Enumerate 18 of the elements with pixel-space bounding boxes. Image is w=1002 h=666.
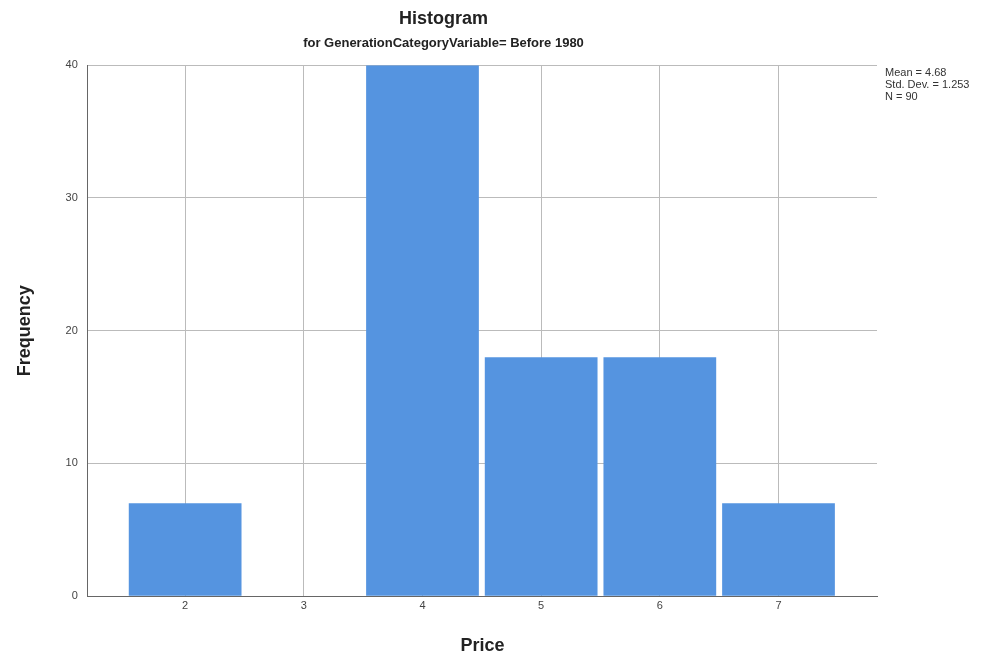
text: N = 90 <box>885 89 918 102</box>
x-axis-title: Price <box>460 635 505 656</box>
y-tick-label: 30 <box>65 190 78 203</box>
x-tick-label: 7 <box>775 598 782 611</box>
y-tick-label: 20 <box>65 323 78 336</box>
chart-subtitle: for GenerationCategoryVariable= Before 1980 <box>303 34 584 50</box>
y-tick-label: 40 <box>65 58 78 71</box>
y-axis-title: Frequency <box>13 285 34 377</box>
x-tick-label: 6 <box>656 598 663 611</box>
y-tick-label: 10 <box>65 456 78 469</box>
text: Mean = 4.68 <box>885 65 947 78</box>
text: Std. Dev. = 1.253 <box>885 77 970 90</box>
x-tick-label: 3 <box>300 598 307 611</box>
x-tick-label: 4 <box>419 598 426 611</box>
chart-title: Histogram <box>398 7 489 28</box>
x-tick-label: 5 <box>538 598 545 611</box>
y-tick-label: 0 <box>71 589 78 602</box>
x-tick-label: 2 <box>182 598 189 611</box>
